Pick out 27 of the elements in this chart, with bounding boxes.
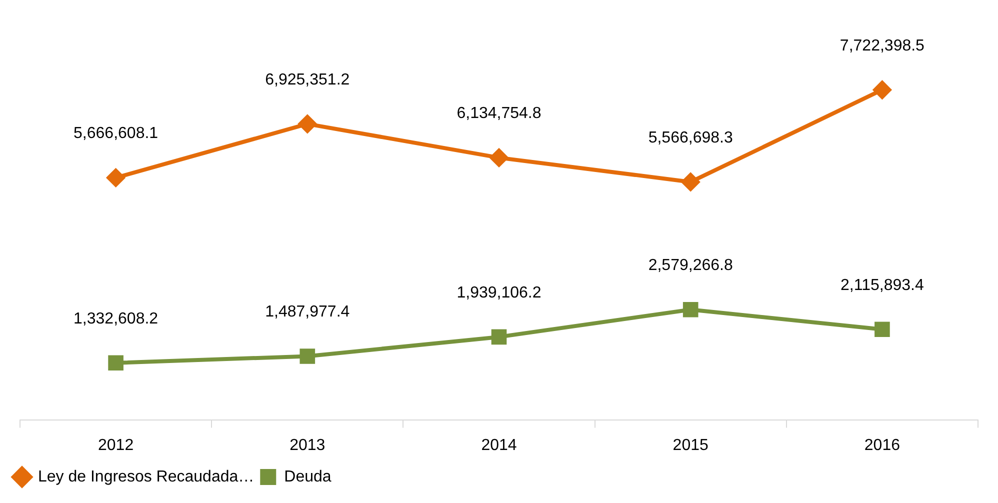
point xyxy=(874,322,890,338)
legend-label: Ley de Ingresos Recaudada… xyxy=(38,468,254,486)
point xyxy=(108,355,124,371)
point xyxy=(490,148,508,167)
x-tick-label: 2016 xyxy=(864,436,900,454)
point xyxy=(106,168,125,187)
data-label: 6,925,351.2 xyxy=(265,71,350,88)
point xyxy=(491,329,507,345)
x-tick-label: 2015 xyxy=(672,436,708,454)
legend-label: Deuda xyxy=(284,468,332,486)
x-tick-label: 2014 xyxy=(481,436,517,454)
data-label: 1,487,977.4 xyxy=(265,304,350,321)
data-label: 6,134,754.8 xyxy=(456,105,542,122)
data-label: 5,666,608.1 xyxy=(74,125,158,142)
point xyxy=(682,302,698,318)
data-label: 2,579,266.8 xyxy=(648,257,733,274)
data-label: 5,566,698.3 xyxy=(648,129,733,146)
point xyxy=(298,114,316,133)
point xyxy=(873,80,892,99)
data-label: 2,115,893.4 xyxy=(840,276,924,294)
x-tick-label: 2013 xyxy=(290,436,326,454)
point xyxy=(682,172,700,191)
x-tick-label: 2012 xyxy=(98,436,134,454)
data-label: 1,332,608.2 xyxy=(74,310,158,328)
data-label: 7,722,398.5 xyxy=(840,37,925,54)
point xyxy=(300,348,316,364)
data-label: 1,939,106.2 xyxy=(456,284,542,302)
